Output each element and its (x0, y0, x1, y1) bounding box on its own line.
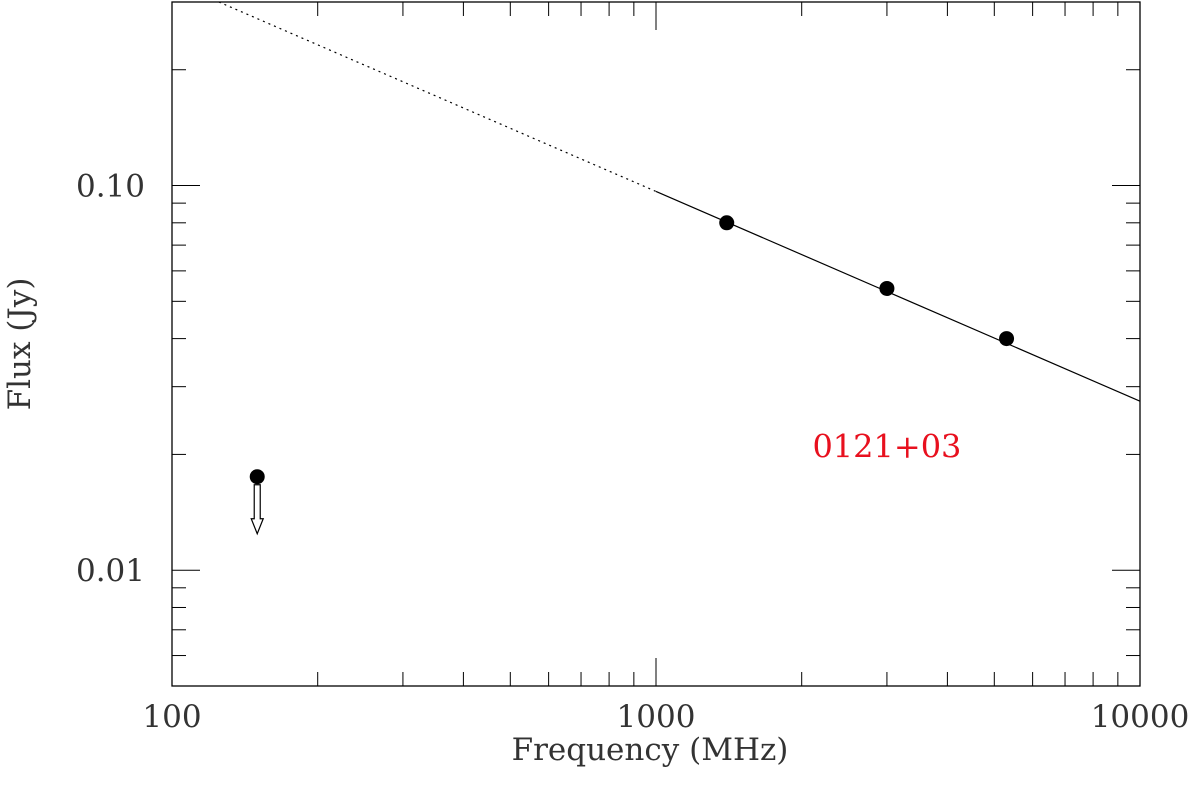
fit-extrapolation-line (218, 1, 657, 192)
power-law-fit (218, 1, 1141, 402)
y-axis-label: Flux (Jy) (2, 278, 38, 411)
source-name-annotation: 0121+03 (812, 427, 961, 465)
y-tick-label: 0.10 (76, 169, 145, 205)
x-tick-label: 10000 (1091, 699, 1190, 735)
plot-frame (171, 1, 1141, 687)
data-points (249, 215, 1015, 536)
data-point (719, 215, 735, 231)
tick-labels: 100 1000 10000 0.01 0.10 (76, 169, 1189, 735)
x-tick-label: 1000 (617, 699, 696, 735)
x-tick-label: 100 (142, 699, 201, 735)
y-tick-label: 0.01 (76, 553, 145, 589)
x-axis-label: Frequency (MHz) (512, 732, 789, 768)
data-point (879, 280, 895, 296)
upper-limit-point (249, 469, 265, 485)
fit-line (655, 190, 1141, 402)
data-point (999, 331, 1015, 347)
axis-ticks (171, 1, 1140, 687)
upper-limit-arrow (250, 484, 265, 536)
upper-limit-marker (249, 469, 265, 536)
